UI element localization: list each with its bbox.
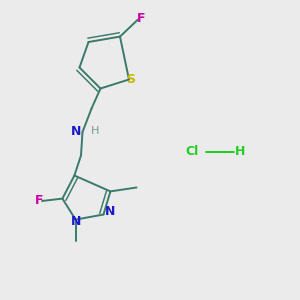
Text: S: S bbox=[126, 73, 135, 86]
Text: N: N bbox=[70, 214, 81, 228]
Text: N: N bbox=[105, 205, 115, 218]
Text: N: N bbox=[71, 124, 81, 138]
Text: F: F bbox=[35, 194, 43, 207]
Text: H: H bbox=[91, 126, 100, 136]
Text: H: H bbox=[235, 145, 245, 158]
Text: Cl: Cl bbox=[185, 145, 199, 158]
Text: F: F bbox=[137, 11, 145, 25]
